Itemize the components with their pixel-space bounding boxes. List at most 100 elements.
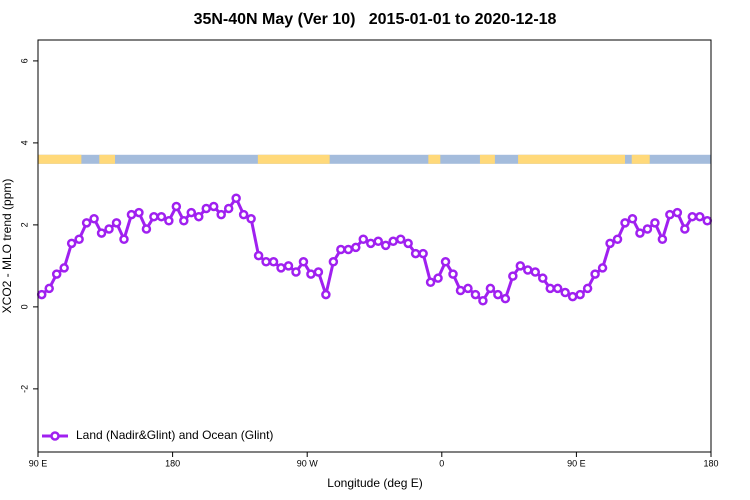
data-point	[96, 228, 107, 238]
data-point	[119, 234, 129, 244]
data-point	[66, 238, 77, 249]
data-point	[425, 277, 436, 288]
data-point	[590, 269, 600, 279]
data-point	[508, 271, 518, 281]
data-point	[493, 289, 503, 300]
data-point	[36, 289, 47, 300]
data-point	[74, 234, 84, 244]
data-point	[343, 244, 354, 255]
data-point	[104, 224, 114, 234]
data-point	[657, 234, 668, 244]
data-point	[545, 283, 555, 294]
data-point	[328, 257, 339, 267]
data-point	[246, 213, 256, 224]
data-point	[552, 283, 563, 294]
land-span	[257, 154, 330, 164]
land-span	[518, 154, 626, 164]
data-point	[59, 263, 69, 273]
land-span	[38, 154, 82, 164]
data-point	[366, 238, 376, 249]
x-tick-label: 90 E	[567, 458, 586, 468]
data-point	[321, 289, 331, 300]
data-point	[336, 244, 346, 255]
land-span	[99, 154, 116, 164]
data-point	[665, 209, 675, 220]
data-point	[395, 234, 406, 244]
y-tick-label: -2	[19, 385, 29, 393]
data-point	[485, 283, 496, 294]
data-point	[276, 263, 286, 273]
data-point	[620, 218, 630, 228]
land-span	[631, 154, 650, 164]
data-point	[89, 213, 99, 224]
ocean-band	[38, 154, 711, 164]
data-point	[560, 287, 570, 298]
data-point	[380, 240, 391, 251]
data-point	[388, 236, 398, 247]
data-point	[538, 273, 548, 283]
data-point	[672, 207, 683, 218]
data-point	[448, 269, 458, 279]
data-point	[582, 283, 593, 294]
data-point	[306, 269, 316, 279]
data-point	[627, 213, 638, 224]
data-point	[373, 236, 383, 247]
data-point	[253, 250, 264, 261]
data-point	[156, 211, 167, 222]
data-point	[208, 201, 219, 212]
data-point	[238, 209, 249, 220]
data-point	[680, 224, 690, 234]
plot-frame	[37, 39, 712, 453]
data-point	[231, 193, 241, 203]
data-point	[410, 248, 421, 259]
data-point	[149, 211, 159, 222]
data-point	[171, 201, 182, 212]
data-point	[642, 224, 653, 234]
data-point	[111, 218, 122, 228]
data-point	[687, 211, 698, 222]
data-point	[283, 261, 294, 271]
data-point	[523, 265, 533, 275]
x-tick-label: 90 E	[29, 458, 48, 468]
data-point	[597, 263, 608, 273]
x-tick-label: 90 W	[297, 458, 319, 468]
data-point	[126, 209, 137, 220]
y-axis-label: XCO2 - MLO trend (ppm)	[0, 179, 14, 314]
data-point	[612, 234, 623, 244]
data-point	[695, 211, 705, 222]
legend-label: Land (Nadir&Glint) and Ocean (Glint)	[76, 428, 273, 442]
data-point	[500, 293, 511, 304]
data-point	[298, 257, 309, 267]
data-point	[403, 238, 413, 249]
land-span	[428, 154, 441, 164]
data-point	[164, 216, 174, 226]
data-point	[530, 267, 541, 277]
data-point	[268, 257, 279, 267]
data-point	[440, 257, 451, 267]
data-point	[261, 257, 271, 267]
data-point	[351, 242, 361, 253]
data-point	[470, 289, 481, 300]
data-point	[51, 269, 62, 279]
x-tick-label: 180	[165, 458, 180, 468]
data-point	[223, 203, 234, 214]
data-point	[515, 261, 526, 271]
data-point	[44, 283, 54, 294]
chart-title: 35N-40N May (Ver 10) 2015-01-01 to 2020-…	[194, 11, 557, 28]
data-point	[194, 211, 204, 222]
x-tick-label: 180	[703, 458, 718, 468]
data-point	[418, 248, 428, 259]
data-point	[186, 207, 197, 218]
y-tick-label: 2	[19, 222, 29, 227]
x-tick-label: 0	[439, 458, 444, 468]
data-point	[81, 218, 92, 228]
data-point	[433, 273, 443, 283]
land-span	[479, 154, 495, 164]
data-point	[291, 267, 301, 277]
data-point	[358, 234, 369, 244]
data-point	[141, 224, 152, 234]
data-point	[463, 283, 473, 294]
data-point	[313, 267, 324, 277]
